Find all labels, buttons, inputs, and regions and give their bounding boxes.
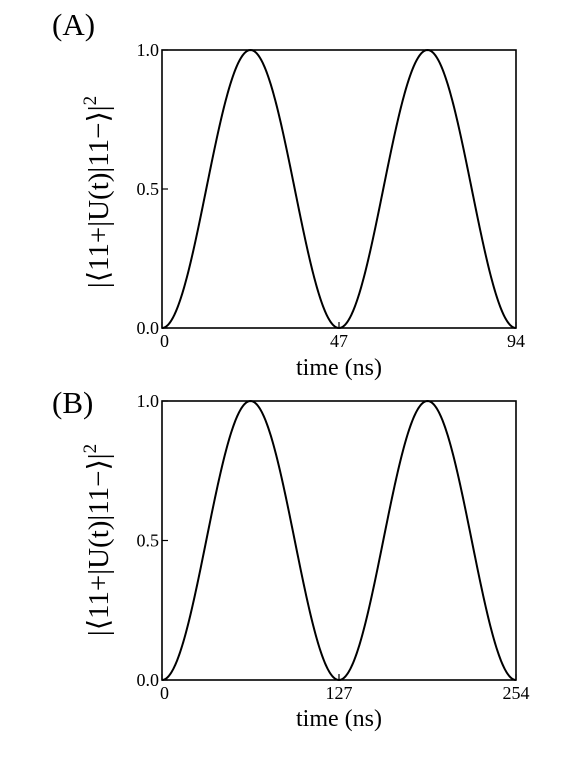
x-tick-label-b: 0	[160, 683, 169, 703]
x-tick-label-a: 47	[330, 331, 348, 351]
panel-label-b: (B)	[52, 385, 93, 420]
series-line-b	[161, 399, 517, 682]
plot-frame-b	[161, 400, 517, 681]
y-axis-label-a: |⟨11+|U(t)|11−⟩|2	[80, 96, 115, 288]
y-ticks-a: 0.0 0.5 1.0	[137, 40, 168, 338]
y-ticks-b: 0.0 0.5 1.0	[137, 391, 168, 690]
plot-frame-a	[161, 49, 517, 329]
y-tick-label-a: 0.0	[137, 318, 160, 338]
y-tick-label-b: 0.0	[137, 670, 160, 690]
x-tick-label-a: 94	[507, 331, 525, 351]
x-tick-label-a: 0	[160, 331, 169, 351]
x-axis-label-b: time (ns)	[296, 706, 382, 732]
y-axis-label-b: |⟨11+|U(t)|11−⟩|2	[80, 444, 115, 636]
panel-b: (B) |⟨11+|U(t)|11−⟩|2 0.00.51.0 0 127 254 …	[52, 385, 530, 732]
y-axis-label-exponent-b: 2	[80, 444, 101, 454]
panel-label-a: (A)	[52, 7, 95, 42]
x-axis-label-a: time (ns)	[296, 355, 382, 381]
y-axis-label-text-a: |⟨11+|U(t)|11−⟩|2	[80, 96, 115, 288]
y-tick-label-b: 1.0	[137, 391, 160, 411]
y-axis-label-text-b: |⟨11+|U(t)|11−⟩|2	[80, 444, 115, 636]
x-tick-label-b: 254	[503, 683, 530, 703]
y-axis-label-main-b: |⟨11+|U(t)|11−⟩|	[83, 453, 115, 636]
x-ticks-a: 0 47 94	[160, 322, 525, 351]
y-axis-label-main-a: |⟨11+|U(t)|11−⟩|	[83, 105, 115, 288]
y-tick-label-a: 0.5	[137, 179, 160, 199]
series-line-a	[161, 48, 517, 330]
x-ticks-b: 0 127 254	[160, 674, 530, 703]
y-tick-label-a: 1.0	[137, 40, 160, 60]
x-tick-label-b: 127	[326, 683, 353, 703]
y-axis-label-exponent-a: 2	[80, 96, 101, 106]
panel-a: (A) |⟨11+|U(t)|11−⟩|2 0.0 0.5 1.0 0 47 94 ti…	[52, 7, 525, 381]
y-tick-label-b: 0.5	[137, 531, 160, 551]
